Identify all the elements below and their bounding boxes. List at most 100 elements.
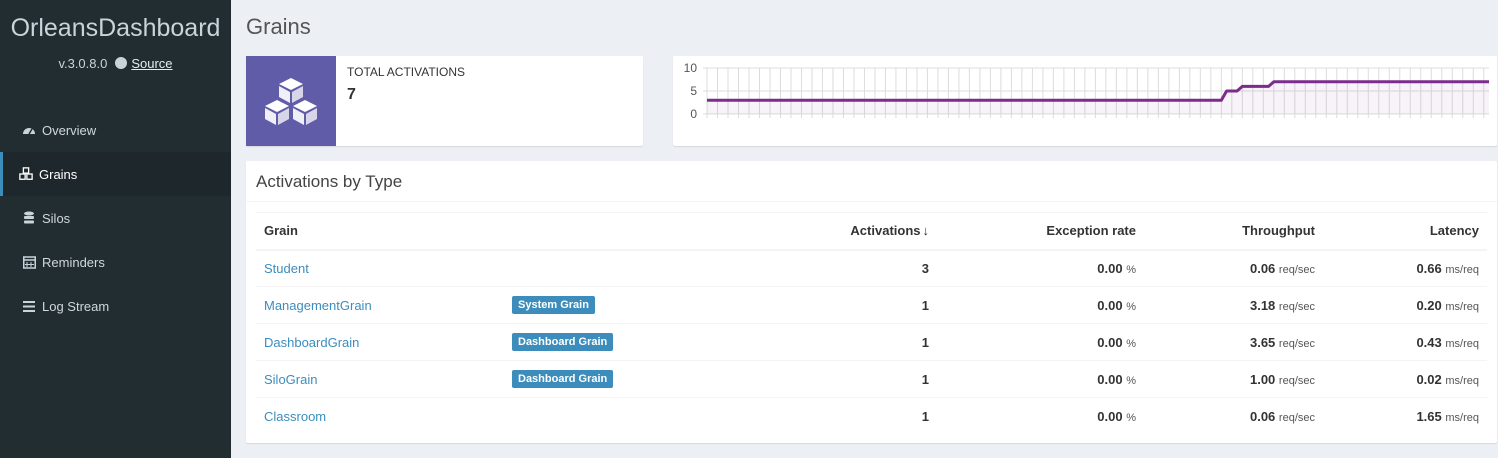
badge-cell — [504, 249, 694, 287]
table-row: DashboardGrain Dashboard Grain 1 0.00 % 3.65… — [256, 323, 1487, 361]
sidebar-item-silos[interactable]: Silos — [0, 196, 231, 240]
latency-cell: 0.02 ms/req — [1323, 360, 1487, 398]
table-row: Student 3 0.00 % 0.06 req/sec 0.66 ms/req — [256, 249, 1487, 287]
column-header-activations[interactable]: Activations ↓ — [694, 212, 937, 251]
throughput-value: 3.18 — [1249, 297, 1276, 313]
throughput-cell: 0.06 req/sec — [1144, 249, 1323, 287]
grain-link[interactable]: Student — [264, 260, 309, 276]
exception-rate-value: 0.00 — [1097, 260, 1123, 276]
sidebar-item-label: Log Stream — [42, 298, 110, 314]
exception-rate-value: 0.00 — [1097, 297, 1123, 313]
column-header-exception-rate[interactable]: Exception rate — [937, 212, 1144, 251]
badge-cell — [504, 397, 694, 435]
grain-link[interactable]: ManagementGrain — [264, 297, 372, 313]
throughput-value: 0.06 — [1249, 260, 1276, 276]
throughput-cell: 3.18 req/sec — [1144, 286, 1323, 324]
exception-rate-cell: 0.00 % — [937, 397, 1144, 435]
total-activations-card: TOTAL ACTIVATIONS 7 — [246, 56, 643, 146]
throughput-unit: req/sec — [1278, 300, 1315, 313]
grains-table: Grain Activations ↓ Exception rate Throug… — [256, 212, 1487, 435]
grain-name-cell: Student — [256, 249, 504, 287]
sidebar-item-label: Reminders — [42, 254, 105, 270]
sidebar-item-reminders[interactable]: Reminders — [0, 240, 231, 284]
grain-type-badge: Dashboard Grain — [512, 333, 614, 351]
exception-rate-unit: % — [1126, 337, 1136, 350]
activations-by-type-card: Activations by Type Grain Activations ↓ E… — [246, 161, 1497, 443]
latency-value: 0.02 — [1416, 371, 1442, 387]
activations-cell: 1 — [694, 286, 937, 324]
latency-value: 0.43 — [1416, 334, 1442, 350]
version-line: v.3.0.8.0 Source — [0, 56, 231, 71]
stat-icon-box — [246, 56, 336, 146]
latency-cell: 0.20 ms/req — [1323, 286, 1487, 324]
sidebar-item-overview[interactable]: Overview — [0, 108, 231, 152]
throughput-value: 0.06 — [1249, 408, 1276, 424]
table-row: Classroom 1 0.00 % 0.06 req/sec 1.65 ms/req — [256, 397, 1487, 435]
column-header-latency[interactable]: Latency — [1323, 212, 1487, 251]
activations-value: 3 — [921, 260, 929, 276]
latency-value: 0.20 — [1416, 297, 1442, 313]
grain-type-badge: Dashboard Grain — [512, 370, 614, 388]
sidebar-item-log-stream[interactable]: Log Stream — [0, 284, 231, 328]
activations-cell: 1 — [694, 323, 937, 361]
throughput-value: 1.00 — [1249, 371, 1276, 387]
grain-name-cell: Classroom — [256, 397, 504, 435]
bars-icon — [22, 299, 36, 313]
sidebar-item-label: Silos — [42, 210, 71, 226]
sidebar: OrleansDashboard v.3.0.8.0 Source Overvie… — [0, 0, 231, 458]
exception-rate-unit: % — [1126, 411, 1136, 424]
grain-name-cell: ManagementGrain — [256, 286, 504, 324]
brand-title: OrleansDashboard — [10, 14, 221, 42]
source-link[interactable]: Source — [131, 56, 173, 71]
dashboard-icon — [22, 123, 36, 137]
latency-cell: 1.65 ms/req — [1323, 397, 1487, 435]
stat-label: TOTAL ACTIVATIONS — [347, 65, 466, 79]
column-header-label: Activations — [850, 223, 921, 239]
exception-rate-unit: % — [1126, 300, 1136, 313]
exception-rate-cell: 0.00 % — [937, 286, 1144, 324]
activations-cell: 1 — [694, 360, 937, 398]
version-label: v.3.0.8.0 — [58, 56, 108, 71]
stat-value: 7 — [347, 86, 356, 103]
table-row: ManagementGrain System Grain 1 0.00 % 3.18 r… — [256, 286, 1487, 324]
latency-unit: ms/req — [1445, 374, 1479, 387]
latency-value: 0.66 — [1416, 260, 1442, 276]
badge-cell: Dashboard Grain — [504, 323, 694, 361]
latency-unit: ms/req — [1445, 263, 1479, 276]
page-title: Grains — [246, 14, 311, 39]
grain-link[interactable]: DashboardGrain — [264, 334, 360, 350]
grain-link[interactable]: SiloGrain — [264, 371, 318, 387]
activations-chart: 10 5 0 — [684, 61, 1489, 121]
exception-rate-cell: 0.00 % — [937, 360, 1144, 398]
table-header-row: Grain Activations ↓ Exception rate Throug… — [256, 212, 1487, 251]
column-header-badge — [504, 212, 694, 251]
grain-link[interactable]: Classroom — [264, 408, 327, 424]
chart-series-line — [707, 80, 1489, 102]
cubes-icon — [19, 167, 33, 181]
latency-unit: ms/req — [1445, 337, 1479, 350]
latency-value: 1.65 — [1416, 408, 1442, 424]
activations-value: 1 — [921, 297, 929, 313]
column-header-grain[interactable]: Grain — [256, 212, 504, 251]
throughput-unit: req/sec — [1278, 411, 1315, 424]
latency-cell: 0.43 ms/req — [1323, 323, 1487, 361]
sidebar-item-grains[interactable]: Grains — [0, 152, 231, 196]
activations-value: 1 — [921, 334, 929, 350]
grain-type-badge: System Grain — [512, 296, 595, 314]
activations-value: 1 — [921, 408, 929, 424]
badge-cell: Dashboard Grain — [504, 360, 694, 398]
chart-y-tick-label: 10 — [684, 61, 698, 75]
exception-rate-value: 0.00 — [1097, 408, 1123, 424]
throughput-unit: req/sec — [1278, 263, 1315, 276]
column-header-throughput[interactable]: Throughput — [1144, 212, 1323, 251]
activations-chart-card: 10 5 0 — [673, 56, 1497, 146]
throughput-unit: req/sec — [1278, 337, 1315, 350]
chart-y-tick-label: 5 — [690, 84, 697, 98]
throughput-cell: 0.06 req/sec — [1144, 397, 1323, 435]
exception-rate-unit: % — [1126, 374, 1136, 387]
table-row: SiloGrain Dashboard Grain 1 0.00 % 1.00 req/… — [256, 360, 1487, 398]
throughput-cell: 3.65 req/sec — [1144, 323, 1323, 361]
latency-unit: ms/req — [1445, 411, 1479, 424]
badge-cell: System Grain — [504, 286, 694, 324]
sidebar-menu: Overview Grains Silos Reminders Log Stre… — [0, 108, 231, 328]
